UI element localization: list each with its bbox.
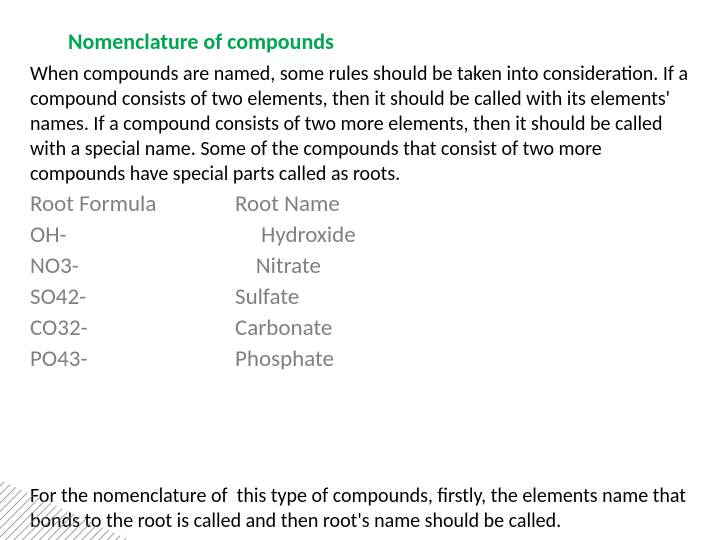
roots-table: Root Formula Root Name OH- Hydroxide NO3… <box>30 189 690 375</box>
roots-header-name: Root Name <box>235 189 690 220</box>
root-row: PO43- Phosphate <box>30 344 690 375</box>
slide-title: Nomenclature of compounds <box>68 28 334 55</box>
root-row: NO3- Nitrate <box>30 251 690 282</box>
root-formula: SO42- <box>30 282 235 313</box>
root-row: SO42- Sulfate <box>30 282 690 313</box>
root-row: OH- Hydroxide <box>30 220 690 251</box>
root-formula: OH- <box>30 220 235 251</box>
root-formula: PO43- <box>30 344 235 375</box>
root-formula: CO32- <box>30 313 235 344</box>
root-name: Hydroxide <box>235 220 690 251</box>
root-name: Carbonate <box>235 313 690 344</box>
paragraph-1: When compounds are named, some rules sho… <box>30 62 690 187</box>
roots-header-formula: Root Formula <box>30 189 235 220</box>
slide: Nomenclature of compounds When compounds… <box>0 0 720 540</box>
root-row: CO32- Carbonate <box>30 313 690 344</box>
root-name: Phosphate <box>235 344 690 375</box>
root-name: Nitrate <box>235 251 690 282</box>
root-name: Sulfate <box>235 282 690 313</box>
body-block: When compounds are named, some rules sho… <box>30 62 690 375</box>
decorative-wedge-icon <box>0 460 140 540</box>
root-formula: NO3- <box>30 251 235 282</box>
roots-header: Root Formula Root Name <box>30 189 690 220</box>
